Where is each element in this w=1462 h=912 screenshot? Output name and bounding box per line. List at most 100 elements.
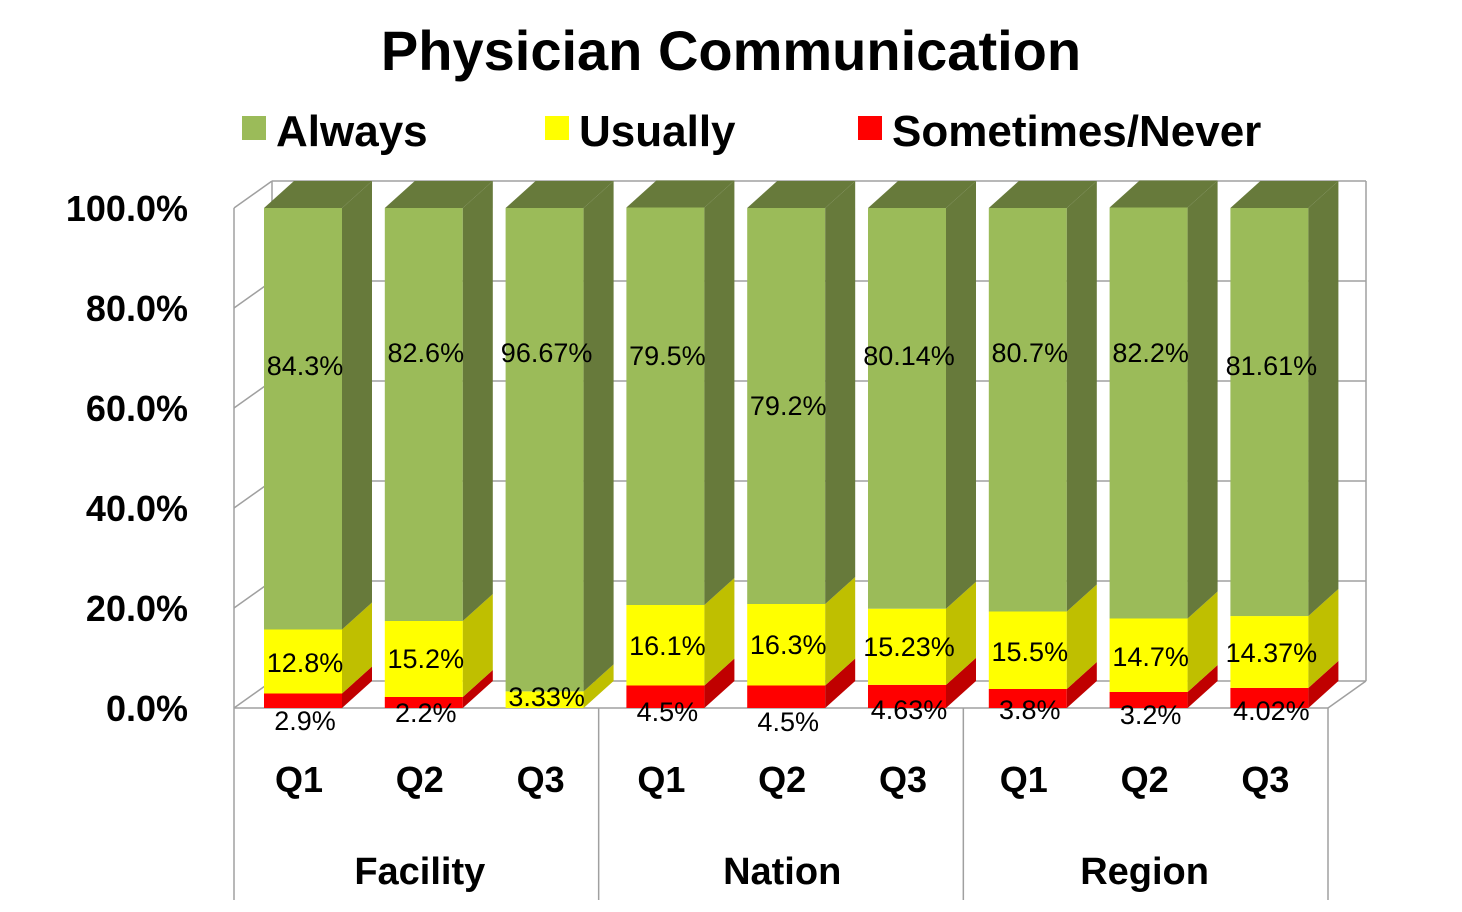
x-tick-label: Q2 — [1121, 759, 1169, 800]
bar-segment — [264, 208, 342, 630]
bar-side — [1187, 665, 1218, 708]
bar-segment — [1230, 616, 1309, 688]
data-label: 84.3% — [267, 351, 344, 381]
bar-side — [825, 577, 856, 686]
data-label: 4.5% — [637, 697, 699, 727]
data-label: 79.5% — [629, 341, 706, 371]
data-label: 96.67% — [501, 338, 593, 368]
bar-segment — [868, 208, 946, 609]
chart-title: Physician Communication — [381, 19, 1081, 82]
bar-side — [946, 657, 976, 708]
data-label: 2.9% — [274, 706, 336, 736]
bar-segment — [747, 685, 826, 708]
bar-side — [946, 581, 976, 685]
bar-side — [583, 181, 614, 692]
legend-label: Sometimes/Never — [892, 107, 1261, 156]
y-tick-label: 100.0% — [66, 188, 188, 229]
bar-top — [1230, 181, 1339, 208]
bar-side — [1066, 584, 1097, 689]
bar-side — [583, 664, 614, 708]
data-label: 15.2% — [388, 644, 465, 674]
bar-segment — [747, 604, 826, 686]
data-label: 80.14% — [863, 341, 955, 371]
bar-segment — [1109, 618, 1188, 692]
bar-top — [626, 180, 735, 208]
bar-side — [704, 578, 735, 686]
bar-segment — [868, 684, 946, 708]
bar-segment — [384, 621, 463, 697]
group-label: Facility — [354, 851, 485, 893]
data-label: 12.8% — [267, 648, 344, 678]
data-label: 15.23% — [863, 632, 955, 662]
bar-side — [1308, 660, 1339, 708]
bar-top — [505, 181, 614, 208]
bar-side — [704, 658, 735, 708]
bars — [264, 180, 1339, 708]
bar-side — [342, 666, 372, 708]
legend-swatch — [858, 116, 882, 140]
bar-segment — [384, 697, 463, 708]
bar-segment — [1230, 208, 1309, 617]
data-label: 79.2% — [750, 391, 827, 421]
bar-segment — [626, 685, 705, 708]
bar-side — [1187, 591, 1218, 692]
bar-segment — [988, 208, 1067, 612]
legend: Always Usually Sometimes/Never — [242, 107, 1261, 156]
bar-side — [462, 181, 493, 621]
bar-segment — [505, 208, 584, 692]
x-tick-label: Q3 — [879, 759, 927, 800]
bar-segment — [988, 611, 1067, 689]
bar-top — [264, 181, 372, 208]
y-tick-label: 60.0% — [86, 388, 188, 429]
x-tick-label: Q3 — [517, 759, 565, 800]
bar-segment — [1109, 692, 1188, 708]
data-label: 81.61% — [1226, 351, 1318, 381]
bar-side — [825, 658, 856, 708]
y-axis: 0.0% 20.0% 40.0% 60.0% 80.0% 100.0% — [66, 188, 188, 729]
data-label: 3.8% — [999, 695, 1061, 725]
y-tick-label: 40.0% — [86, 488, 188, 529]
data-label: 82.2% — [1112, 338, 1189, 368]
data-label: 3.2% — [1120, 700, 1182, 730]
bar-segment — [264, 629, 342, 694]
legend-swatch — [242, 116, 266, 140]
x-tick-label: Q2 — [396, 759, 444, 800]
data-label: 82.6% — [388, 338, 465, 368]
bar-top — [1109, 180, 1218, 208]
bar-segment — [1109, 207, 1188, 619]
bar-segment — [626, 605, 705, 686]
bar-segment — [988, 689, 1067, 708]
data-labels: 2.9% 12.8% 84.3% 2.2% 15.2% 82.6% 3.33% 96.67% 4… — [267, 338, 1317, 737]
bar-side — [342, 181, 372, 630]
bar-segment — [1230, 687, 1309, 708]
bar-segment — [264, 693, 342, 708]
data-label: 14.7% — [1112, 642, 1189, 672]
gridline-diag — [233, 180, 273, 209]
x-tick-label: Q3 — [1241, 759, 1289, 800]
data-label: 4.63% — [871, 695, 948, 725]
data-label: 3.33% — [508, 682, 585, 712]
bar-top — [868, 181, 976, 208]
bar-side — [825, 181, 856, 604]
bar-top — [747, 181, 856, 208]
bar-segment — [626, 207, 705, 605]
bar-segment — [868, 608, 946, 685]
bar-segment — [384, 208, 463, 621]
bar-side — [1308, 589, 1339, 688]
data-label: 16.3% — [750, 630, 827, 660]
bar-side — [462, 670, 493, 708]
data-label: 16.1% — [629, 631, 706, 661]
bar-side — [342, 602, 372, 694]
bar-segment — [505, 691, 584, 708]
y-tick-label: 0.0% — [106, 688, 188, 729]
bar-top — [384, 181, 493, 208]
bar-segment — [747, 208, 826, 604]
data-label: 15.5% — [992, 637, 1069, 667]
bar-side — [1066, 662, 1097, 708]
group-label: Region — [1080, 851, 1209, 893]
legend-label: Usually — [579, 107, 736, 156]
data-label: 2.2% — [395, 698, 457, 728]
bar-side — [1308, 181, 1339, 617]
y-tick-label: 20.0% — [86, 588, 188, 629]
